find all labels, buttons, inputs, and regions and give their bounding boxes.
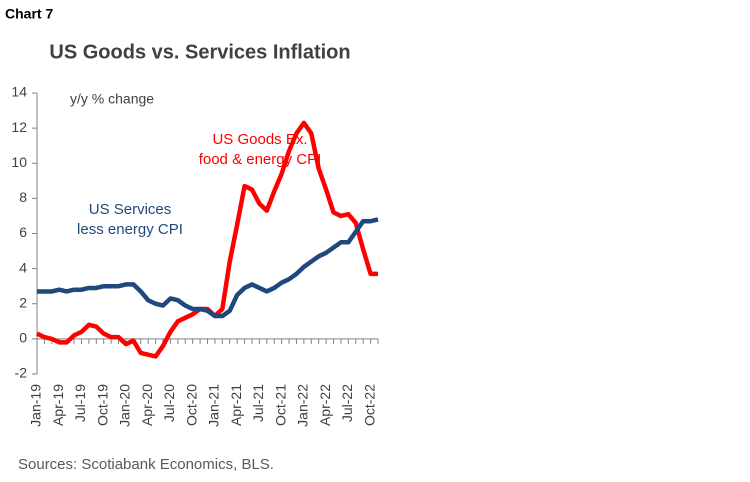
y-axis-label: y/y % change xyxy=(70,91,154,107)
chart-label: Chart 7 xyxy=(5,6,53,22)
source: Sources: Scotiabank Economics, BLS. xyxy=(18,456,274,473)
x-tick-label: Oct-22 xyxy=(361,384,377,426)
y-tick-label: -2 xyxy=(15,365,28,381)
x-tick-label: Jan-21 xyxy=(206,384,222,427)
series-label: food & energy CPI xyxy=(199,151,322,168)
series-label: US Goods Ex. xyxy=(212,131,307,148)
series-line xyxy=(37,217,379,319)
x-tick-label: Oct-19 xyxy=(94,384,110,426)
chart-title: US Goods vs. Services Inflation xyxy=(49,41,350,63)
x-tick-label: Apr-20 xyxy=(139,384,155,426)
x-tick-label: Jul-19 xyxy=(72,384,88,422)
y-tick-label: 6 xyxy=(19,224,27,240)
x-tick-label: Oct-21 xyxy=(272,384,288,426)
y-tick-label: 14 xyxy=(11,84,27,100)
y-tick-label: 12 xyxy=(11,119,27,135)
x-tick-label: Oct-20 xyxy=(183,384,199,426)
x-tick-label: Apr-19 xyxy=(50,384,66,426)
x-tick-label: Jul-20 xyxy=(161,384,177,422)
x-tick-label: Apr-22 xyxy=(317,384,333,426)
series-label: US Services xyxy=(89,201,172,218)
x-tick-label: Jan-19 xyxy=(28,384,44,427)
y-tick-label: 10 xyxy=(11,154,27,170)
series-label: less energy CPI xyxy=(77,221,183,238)
x-tick-label: Jul-22 xyxy=(339,384,355,422)
x-tick-label: Jan-22 xyxy=(295,384,311,427)
x-tick-label: Jan-20 xyxy=(117,384,133,427)
x-tick-label: Apr-21 xyxy=(228,384,244,426)
y-tick-label: 4 xyxy=(19,259,27,275)
x-tick-label: Jul-21 xyxy=(250,384,266,422)
y-tick-label: 0 xyxy=(19,330,27,346)
y-tick-label: 2 xyxy=(19,294,27,310)
y-tick-label: 8 xyxy=(19,189,27,205)
